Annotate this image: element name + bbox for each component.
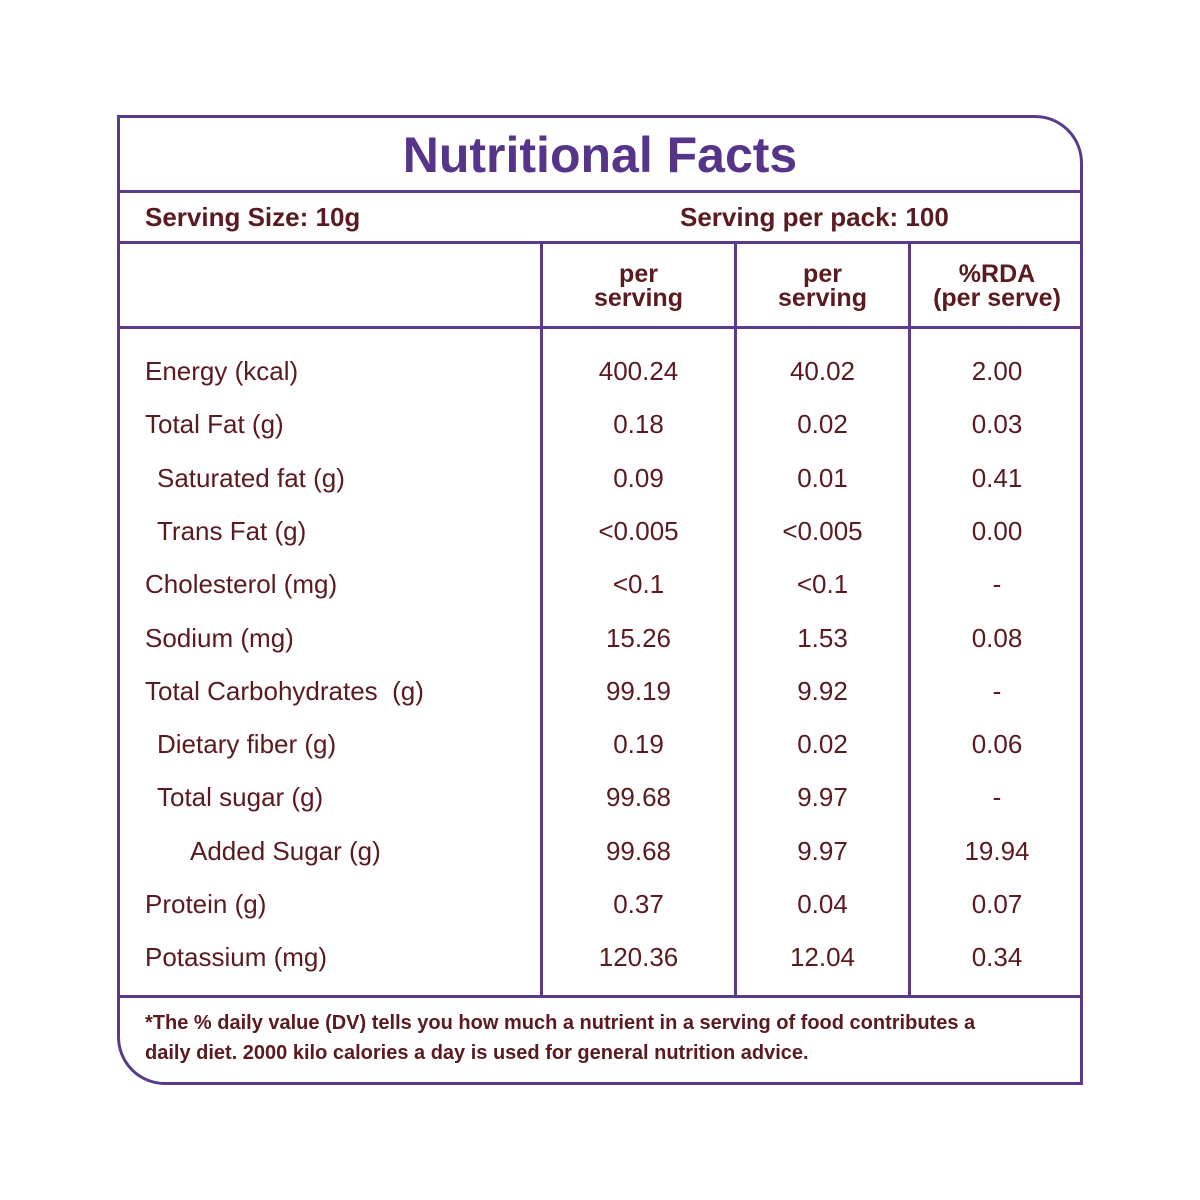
nutrient-value: <0.005 (598, 515, 679, 546)
nutrient-value: 400.24 (598, 356, 679, 386)
footnote-line: *The % daily value (DV) tells you how mu… (145, 1012, 976, 1034)
nutrient-label: Potassium (mg) (145, 942, 328, 973)
column-divider (734, 241, 737, 998)
nutrient-value: 0.02 (797, 409, 848, 440)
nutrient-value: <0.1 (612, 569, 665, 600)
nutrient-label: Dietary fiber (g) (157, 729, 337, 760)
nutrient-value: 9.97 (797, 782, 848, 813)
nutrient-value: 0.41 (971, 462, 1023, 493)
column-header: per (803, 260, 842, 288)
column-header: serving (778, 284, 867, 312)
nutrient-value: 15.26 (605, 622, 672, 653)
nutrient-value: <0.1 (796, 569, 849, 600)
divider (117, 995, 1083, 998)
nutrient-value: 99.68 (605, 782, 672, 813)
nutrient-value: 2.00 (971, 356, 1023, 386)
nutrient-value: 0.37 (613, 889, 664, 919)
nutrient-value: 9.97 (797, 835, 848, 866)
column-divider (908, 241, 911, 998)
nutrient-value: 0.34 (971, 942, 1023, 973)
nutrient-value: 0.00 (971, 515, 1023, 546)
nutrient-value: 0.07 (971, 889, 1023, 919)
nutrient-label: Total Carbohydrates (g) (145, 675, 424, 706)
nutrient-value: 99.68 (605, 835, 672, 866)
divider (117, 326, 1083, 329)
nutrient-value: - (992, 569, 1002, 600)
column-divider (540, 241, 543, 998)
nutrient-value: 0.06 (971, 729, 1023, 760)
nutrient-value: 40.02 (789, 356, 856, 386)
column-header: serving (594, 284, 683, 312)
nutrient-value: 0.09 (613, 462, 664, 493)
nutrient-label: Cholesterol (mg) (145, 569, 338, 600)
nutrient-value: 0.08 (971, 622, 1023, 653)
nutrient-value: 0.19 (613, 729, 664, 760)
nutrient-label: Added Sugar (g) (190, 835, 381, 866)
nutrient-label: Sodium (mg) (145, 622, 294, 653)
nutrient-label: Saturated fat (g) (157, 462, 345, 493)
servings-per-pack: Serving per pack: 100 (680, 202, 949, 232)
nutrient-value: 0.02 (797, 729, 848, 760)
title: Nutritional Facts (402, 127, 798, 183)
column-header: (per serve) (933, 284, 1061, 312)
nutrient-value: - (992, 782, 1002, 813)
nutrient-value: 120.36 (598, 942, 679, 973)
divider (117, 241, 1083, 244)
nutrient-value: 99.19 (605, 675, 672, 706)
nutrient-value: 0.01 (797, 462, 848, 493)
nutrient-value: 1.53 (797, 622, 848, 653)
column-header: %RDA (958, 260, 1036, 288)
nutrient-value: - (992, 675, 1002, 706)
nutrient-value: 0.04 (797, 889, 848, 919)
column-header: per (619, 260, 658, 288)
table-frame (117, 115, 1083, 1085)
nutrient-value: 9.92 (797, 675, 848, 706)
nutrient-value: <0.005 (782, 515, 863, 546)
nutrient-label: Protein (g) (145, 889, 267, 919)
divider (117, 190, 1083, 193)
nutrient-label: Energy (kcal) (145, 356, 299, 386)
serving-size: Serving Size: 10g (145, 202, 361, 232)
nutrient-label: Total Fat (g) (145, 409, 284, 440)
nutrient-value: 19.94 (964, 835, 1030, 866)
nutrient-label: Trans Fat (g) (157, 515, 307, 546)
footnote-line: daily diet. 2000 kilo calories a day is … (145, 1042, 809, 1064)
nutrient-value: 12.04 (789, 942, 856, 973)
nutrient-value: 0.18 (613, 409, 664, 440)
nutrient-value: 0.03 (971, 409, 1023, 440)
nutrient-label: Total sugar (g) (157, 782, 324, 813)
